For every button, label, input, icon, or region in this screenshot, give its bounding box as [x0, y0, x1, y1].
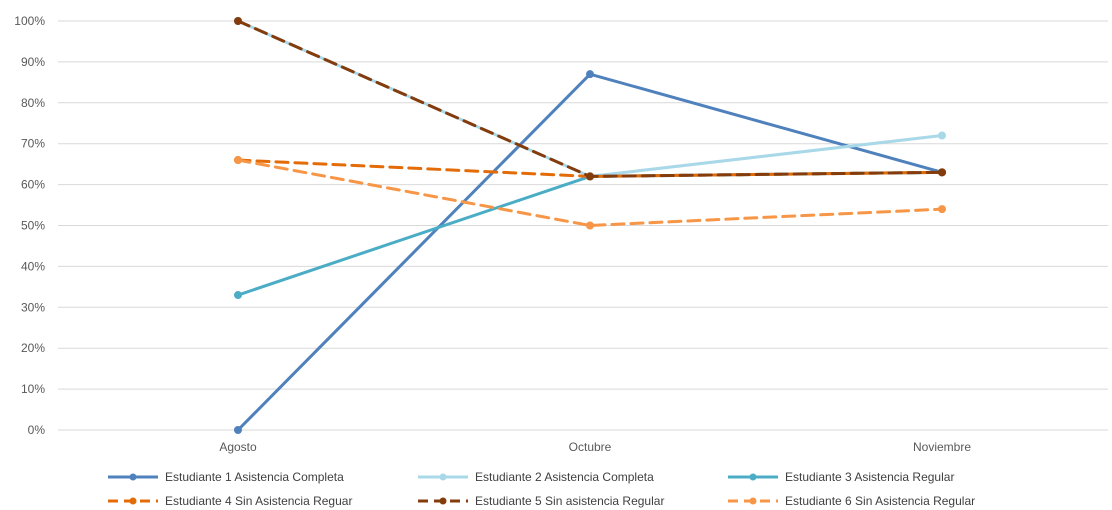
data-point: [234, 291, 242, 300]
data-point: [234, 17, 242, 25]
legend-label: Estudiante 1 Asistencia Completa: [165, 470, 344, 484]
x-tick-label: Octubre: [569, 440, 612, 454]
y-tick-label: 40%: [21, 259, 45, 273]
data-point: [938, 205, 946, 214]
data-point: [938, 168, 946, 177]
x-axis-ticks: Agosto Octubre Noviembre: [219, 440, 971, 454]
series-line: [236, 170, 944, 297]
y-tick-label: 30%: [21, 300, 45, 314]
legend-label: Estudiante 6 Sin Asistencia Regular: [785, 494, 975, 508]
y-tick-label: 0%: [28, 423, 46, 437]
y-tick-label: 90%: [21, 55, 45, 69]
data-point: [586, 70, 594, 79]
y-tick-label: 70%: [21, 137, 45, 151]
y-tick-label: 10%: [21, 382, 45, 396]
data-point: [586, 172, 594, 181]
legend-marker: [749, 473, 757, 481]
legend-marker: [749, 497, 757, 505]
series-line: [236, 19, 944, 178]
legend-marker: [129, 473, 137, 481]
legend-marker: [439, 497, 447, 505]
y-tick-label: 20%: [21, 341, 45, 355]
y-tick-label: 60%: [21, 178, 45, 192]
x-tick-label: Agosto: [219, 440, 257, 454]
y-axis-ticks: 0% 10% 20% 30% 40% 50% 60% 70% 80% 90% 100%: [14, 14, 45, 437]
legend-marker: [129, 497, 137, 505]
data-point: [234, 156, 242, 165]
legend-label: Estudiante 4 Sin Asistencia Reguar: [165, 494, 352, 508]
data-point: [938, 131, 946, 140]
series-line: [236, 158, 944, 227]
series-line: [236, 19, 944, 178]
y-tick-label: 100%: [14, 14, 45, 28]
legend-label: Estudiante 2 Asistencia Completa: [475, 470, 654, 484]
series-lines: [234, 17, 946, 434]
data-point: [586, 221, 594, 230]
series-line: [236, 72, 944, 432]
legend-marker: [439, 473, 447, 481]
legend-label: Estudiante 5 Sin asistencia Regular: [475, 494, 664, 508]
data-point: [234, 426, 242, 434]
x-tick-label: Noviembre: [913, 440, 971, 454]
y-tick-label: 50%: [21, 219, 45, 233]
legend-label: Estudiante 3 Asistencia Regular: [785, 470, 954, 484]
y-tick-label: 80%: [21, 96, 45, 110]
legend: Estudiante 1 Asistencia Completa Estudian…: [108, 470, 975, 508]
